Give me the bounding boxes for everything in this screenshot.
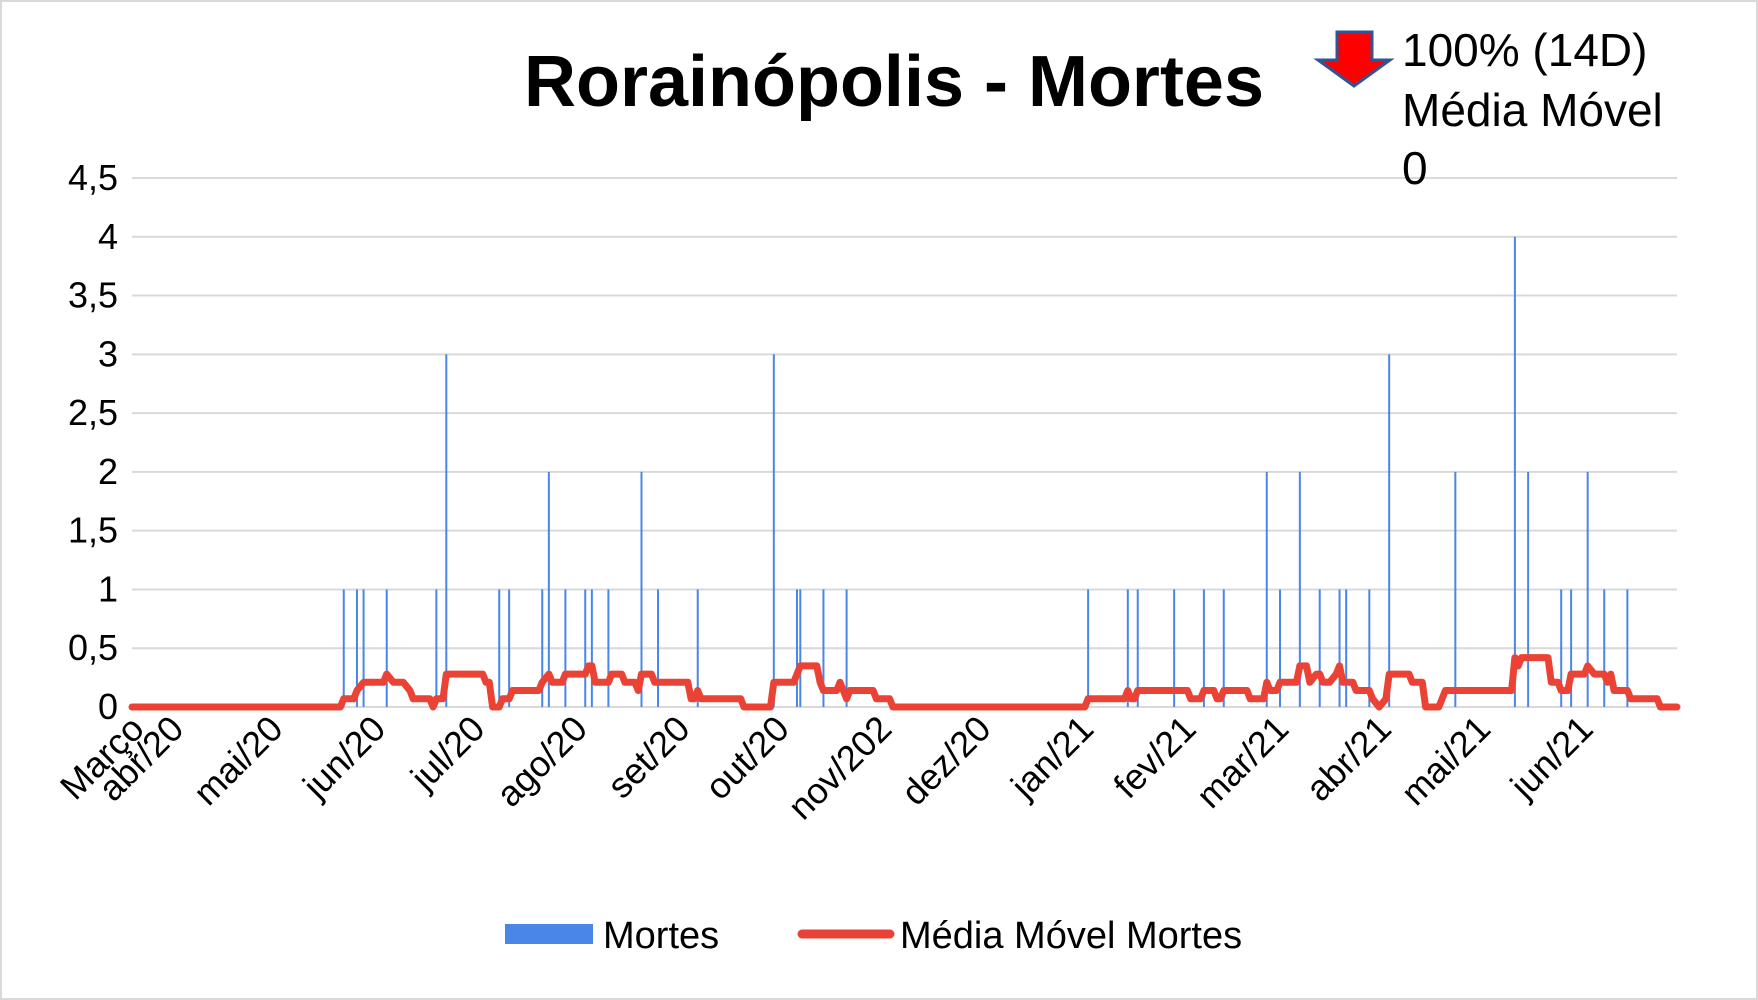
bar [1527,471,1530,707]
bar [590,589,593,707]
bar [1586,471,1589,707]
bar [799,589,802,707]
annotation-line-3: 0 [1402,142,1428,194]
bar [1278,589,1281,707]
down-arrow-icon [1313,30,1395,88]
y-tick-label: 3,5 [68,275,118,316]
x-tick-label: ago/20 [488,708,595,815]
x-tick-label: set/20 [599,708,697,806]
line-series-media-movel [128,654,1681,711]
x-tick-label: fev/21 [1105,708,1203,806]
annotation-line-2: Média Móvel [1402,84,1663,136]
bar-series-mortes [342,236,1629,707]
x-tick-label: mar/21 [1188,708,1296,816]
bar [342,589,345,707]
x-tick-label: jan/21 [1002,708,1101,807]
bar [1318,589,1321,707]
legend: Mortes Média Móvel Mortes [505,915,1242,957]
y-tick-label: 2,5 [68,392,118,433]
bar [1222,589,1225,707]
bar [584,589,587,707]
bar [355,589,358,707]
bar [822,589,825,707]
y-tick-label: 0,5 [68,627,118,668]
chart-title: Rorainópolis - Mortes [524,42,1264,122]
annotation: 100% (14D) Média Móvel 0 [1313,24,1663,194]
bar [1087,589,1090,707]
bar [640,471,643,707]
bar [1136,589,1139,707]
bar [607,589,610,707]
bar [1202,589,1205,707]
grid-lines [132,177,1677,708]
bar [772,354,775,707]
bar [541,589,544,707]
bar [508,589,511,707]
x-tick-label: jun/20 [294,708,393,807]
bar [1513,236,1516,707]
x-tick-label: jul/20 [402,708,493,799]
bar [1298,471,1301,707]
bar [657,589,660,707]
y-axis-ticks: 0 0,5 1 1,5 2 2,5 3 3,5 4 4,5 [68,157,118,727]
bar [1626,589,1629,707]
y-tick-label: 1,5 [68,510,118,551]
bar [1560,589,1563,707]
x-tick-label: dez/20 [893,708,998,813]
bar [564,589,567,707]
x-tick-label: jun/21 [1502,708,1601,807]
bar [498,589,501,707]
y-tick-label: 0 [98,686,118,727]
bar [795,589,798,707]
bar [1173,589,1176,707]
x-tick-label: abr/21 [1298,708,1399,809]
bar [696,589,699,707]
bar [362,589,365,707]
y-tick-label: 4,5 [68,157,118,198]
bar [547,471,550,707]
y-tick-label: 2 [98,451,118,492]
bar [1570,589,1573,707]
y-tick-label: 1 [98,568,118,609]
bar [845,589,848,707]
moving-average-line [128,654,1681,711]
legend-swatch-mortes [505,924,593,944]
bar [1454,471,1457,707]
bar [1388,354,1391,707]
x-tick-label: mai/20 [185,708,290,813]
y-tick-label: 4 [98,216,118,257]
x-tick-label: out/20 [697,708,797,808]
legend-label-media-movel: Média Móvel Mortes [900,915,1242,957]
legend-label-mortes: Mortes [603,915,719,957]
bar [445,354,448,707]
bar [1345,589,1348,707]
bar [435,589,438,707]
bar [1126,589,1129,707]
x-tick-label: nov/202 [780,708,900,828]
annotation-line-1: 100% (14D) [1402,24,1647,76]
bar [385,589,388,707]
bar [1338,589,1341,707]
bar [1368,589,1371,707]
bar [1603,589,1606,707]
y-tick-label: 3 [98,333,118,374]
bar [1265,471,1268,707]
x-tick-label: mai/21 [1393,708,1498,813]
